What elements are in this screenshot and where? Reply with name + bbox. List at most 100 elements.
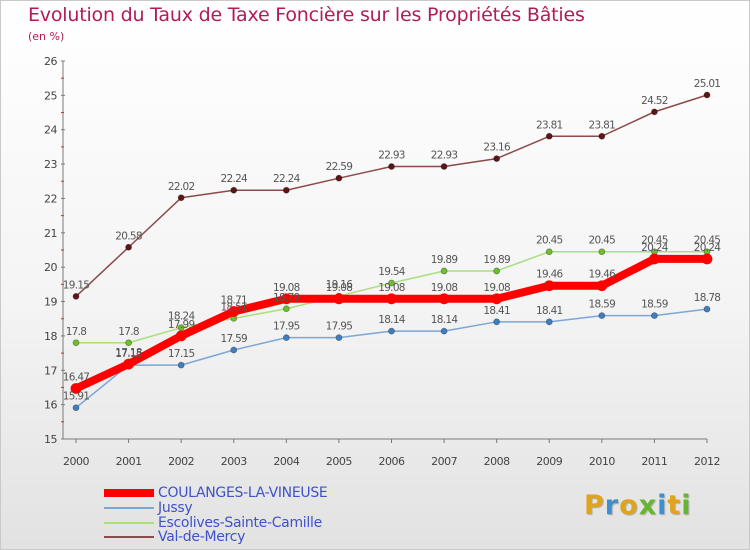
legend-label: COULANGES-LA-VINEUSE <box>158 485 328 501</box>
x-tick-label: 2002 <box>168 455 194 468</box>
data-point <box>598 132 606 140</box>
data-label: 22.59 <box>326 161 353 173</box>
logo-letter: o <box>619 490 639 521</box>
legend-label: Val-de-Mercy <box>158 529 246 545</box>
data-label: 18.14 <box>378 314 406 326</box>
y-tick-label: 16 <box>44 399 57 412</box>
data-label: 18.59 <box>589 299 616 311</box>
data-label: 17.95 <box>326 321 353 333</box>
data-point <box>280 293 292 305</box>
data-label: 20.24 <box>694 242 722 254</box>
data-point <box>388 279 395 287</box>
data-label: 22.02 <box>168 181 195 193</box>
x-tick-label: 2005 <box>326 455 352 468</box>
data-label: 20.24 <box>641 242 669 254</box>
y-tick-label: 23 <box>44 158 57 171</box>
data-label: 19.08 <box>273 282 300 294</box>
legend-swatch <box>104 507 154 509</box>
data-point <box>545 318 553 326</box>
data-label: 20.45 <box>589 235 616 247</box>
data-point <box>282 305 290 313</box>
data-point <box>228 306 240 317</box>
logo-letter: P <box>584 490 605 521</box>
data-label: 19.89 <box>431 254 458 266</box>
data-label: 19.08 <box>431 282 458 294</box>
data-label: 18.59 <box>641 299 668 311</box>
legend-label: Jussy <box>158 500 193 516</box>
data-point <box>493 267 501 275</box>
x-tick-label: 2000 <box>63 455 89 468</box>
y-tick-label: 22 <box>44 192 57 205</box>
data-point <box>72 339 80 347</box>
y-tick-label: 20 <box>44 261 57 274</box>
logo-letter: i <box>657 490 668 521</box>
chart-title: Evolution du Taux de Taxe Foncière sur l… <box>28 4 585 26</box>
legend-item: COULANGES-LA-VINEUSE <box>104 485 328 501</box>
data-label: 17.8 <box>118 326 139 338</box>
data-point <box>440 327 448 335</box>
proxiti-logo: Proxiti <box>584 490 692 521</box>
data-point <box>596 280 608 292</box>
y-tick-label: 18 <box>44 330 57 343</box>
data-point <box>125 339 132 347</box>
data-label: 19.46 <box>589 269 617 281</box>
data-point <box>175 330 187 342</box>
data-label: 18.41 <box>483 305 510 317</box>
data-point <box>177 361 185 369</box>
data-label: 19.08 <box>378 282 405 294</box>
data-point <box>651 108 658 116</box>
data-label: 20.45 <box>536 235 563 247</box>
data-point <box>386 293 397 305</box>
data-point <box>388 163 395 170</box>
data-point <box>333 293 345 305</box>
data-label: 19.54 <box>378 266 406 278</box>
x-tick-label: 2011 <box>641 455 667 468</box>
logo-letter: r <box>604 490 620 521</box>
data-label: 17.99 <box>168 319 195 331</box>
x-tick-label: 2009 <box>536 455 562 468</box>
data-label: 15.91 <box>63 391 90 403</box>
data-label: 18.24 <box>168 311 196 323</box>
legend-swatch <box>104 522 154 524</box>
data-point <box>493 318 501 326</box>
data-label: 19.46 <box>536 269 564 281</box>
data-point <box>282 334 290 342</box>
y-tick-label: 26 <box>44 55 57 68</box>
legend-item: Val-de-Mercy <box>104 529 245 545</box>
data-label: 20.58 <box>115 230 142 242</box>
data-point <box>543 280 555 292</box>
data-label: 23.81 <box>536 119 563 131</box>
data-label: 22.93 <box>431 149 458 161</box>
data-label: 18.51 <box>220 301 247 313</box>
data-label: 19.16 <box>326 279 354 291</box>
y-tick-label: 24 <box>44 124 57 137</box>
logo-letter: i <box>681 490 692 521</box>
data-label: 17.59 <box>220 333 247 345</box>
y-tick-label: 17 <box>44 364 57 377</box>
data-point <box>598 248 606 256</box>
data-point <box>230 186 238 194</box>
data-point <box>230 346 238 354</box>
x-tick-label: 2007 <box>431 455 457 468</box>
data-label: 18.71 <box>220 295 247 307</box>
data-label: 23.16 <box>483 142 511 154</box>
data-label: 19.15 <box>63 279 90 291</box>
data-label: 17.18 <box>115 347 142 359</box>
data-point <box>651 312 658 320</box>
y-tick-label: 21 <box>44 227 57 240</box>
data-label: 24.52 <box>641 95 668 107</box>
data-point <box>438 293 450 305</box>
data-point <box>388 327 395 335</box>
data-label: 18.79 <box>273 292 300 304</box>
data-label: 22.24 <box>273 173 301 185</box>
x-tick-label: 2008 <box>484 455 510 468</box>
legend-swatch <box>104 536 154 538</box>
data-label: 23.81 <box>589 119 616 131</box>
data-point <box>703 305 711 313</box>
x-tick-label: 2003 <box>221 455 247 468</box>
x-tick-label: 2010 <box>589 455 615 468</box>
data-label: 18.41 <box>536 305 563 317</box>
data-label: 25.01 <box>694 78 721 90</box>
data-point <box>491 293 503 305</box>
